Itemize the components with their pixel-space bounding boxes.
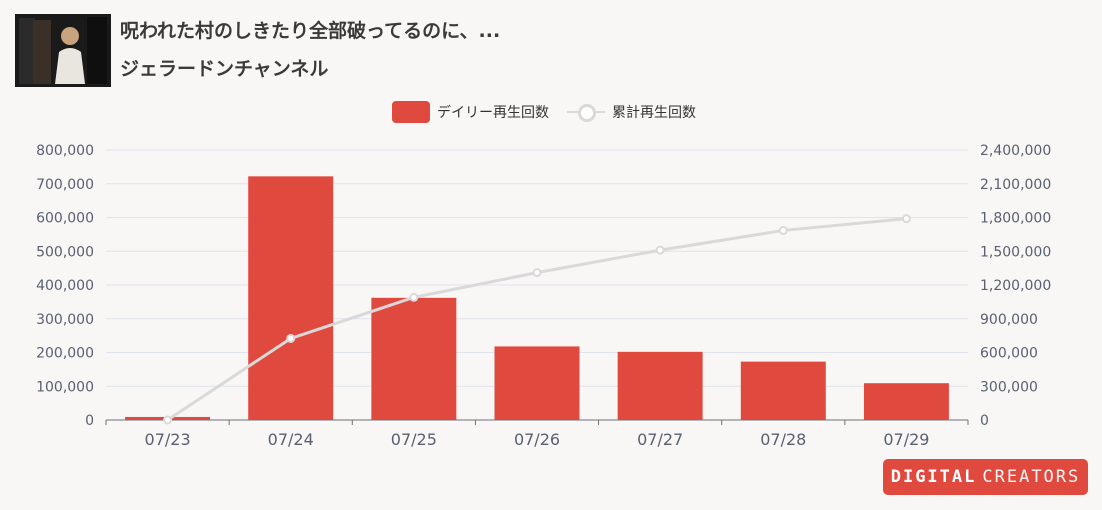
y-right-tick-label: 1,200,000 (980, 278, 1051, 294)
legend-label-daily: デイリー再生回数 (437, 105, 549, 121)
y-right-tick-label: 2,100,000 (980, 177, 1051, 193)
legend-item-daily[interactable]: デイリー再生回数 (392, 101, 549, 123)
y-right-tick-label: 0 (980, 413, 989, 429)
video-thumbnail[interactable] (15, 14, 111, 87)
cumulative-point (409, 292, 419, 302)
y-left-tick-label: 600,000 (36, 211, 94, 227)
legend-bar-swatch (392, 101, 430, 123)
x-tick-label: 07/23 (145, 430, 191, 449)
x-tick-label: 07/25 (391, 430, 437, 449)
y-right-tick-label: 1,500,000 (980, 244, 1051, 260)
y-left-tick-label: 500,000 (36, 244, 94, 260)
bar-07-24 (248, 176, 334, 420)
channel-name[interactable]: ジェラードンチャンネル (120, 58, 329, 80)
bar-07-26 (494, 346, 580, 420)
logo-word-creators: CREATORS (982, 467, 1081, 487)
y-left-tick-label: 800,000 (36, 143, 94, 159)
y-right-tick-label: 300,000 (980, 379, 1038, 395)
x-tick-label: 07/29 (883, 430, 929, 449)
y-right-tick-label: 1,800,000 (980, 211, 1051, 227)
x-tick-label: 07/24 (268, 430, 314, 449)
cumulative-point (778, 225, 788, 235)
cumulative-point (163, 415, 173, 425)
bar-07-29 (863, 383, 949, 420)
x-tick-label: 07/27 (637, 430, 683, 449)
legend-line-swatch (567, 101, 605, 123)
y-left-tick-label: 100,000 (36, 379, 94, 395)
bar-07-25 (371, 297, 457, 420)
y-left-tick-label: 400,000 (36, 278, 94, 294)
legend-label-cumulative: 累計再生回数 (612, 105, 696, 121)
logo-word-digital: DIGITAL (890, 467, 977, 487)
y-left-tick-label: 0 (85, 413, 94, 429)
y-left-tick-label: 200,000 (36, 346, 94, 362)
cumulative-point (901, 214, 911, 224)
digital-creators-logo: DIGITAL CREATORS (883, 459, 1088, 495)
cumulative-point (655, 245, 665, 255)
y-left-tick-label: 700,000 (36, 177, 94, 193)
y-right-tick-label: 900,000 (980, 312, 1038, 328)
bar-07-28 (740, 361, 826, 420)
video-title[interactable]: 呪われた村のしきたり全部破ってるのに、... (120, 20, 501, 42)
cumulative-point (532, 268, 542, 278)
bar-07-27 (617, 351, 703, 420)
chart-legend: デイリー再生回数 累計再生回数 (392, 101, 696, 123)
cumulative-point (286, 333, 296, 343)
legend-item-cumulative[interactable]: 累計再生回数 (567, 101, 696, 123)
x-tick-label: 07/28 (760, 430, 806, 449)
x-tick-label: 07/26 (514, 430, 560, 449)
y-right-tick-label: 600,000 (980, 346, 1038, 362)
y-left-tick-label: 300,000 (36, 312, 94, 328)
thumbnail-image (15, 14, 111, 87)
y-right-tick-label: 2,400,000 (980, 143, 1051, 159)
